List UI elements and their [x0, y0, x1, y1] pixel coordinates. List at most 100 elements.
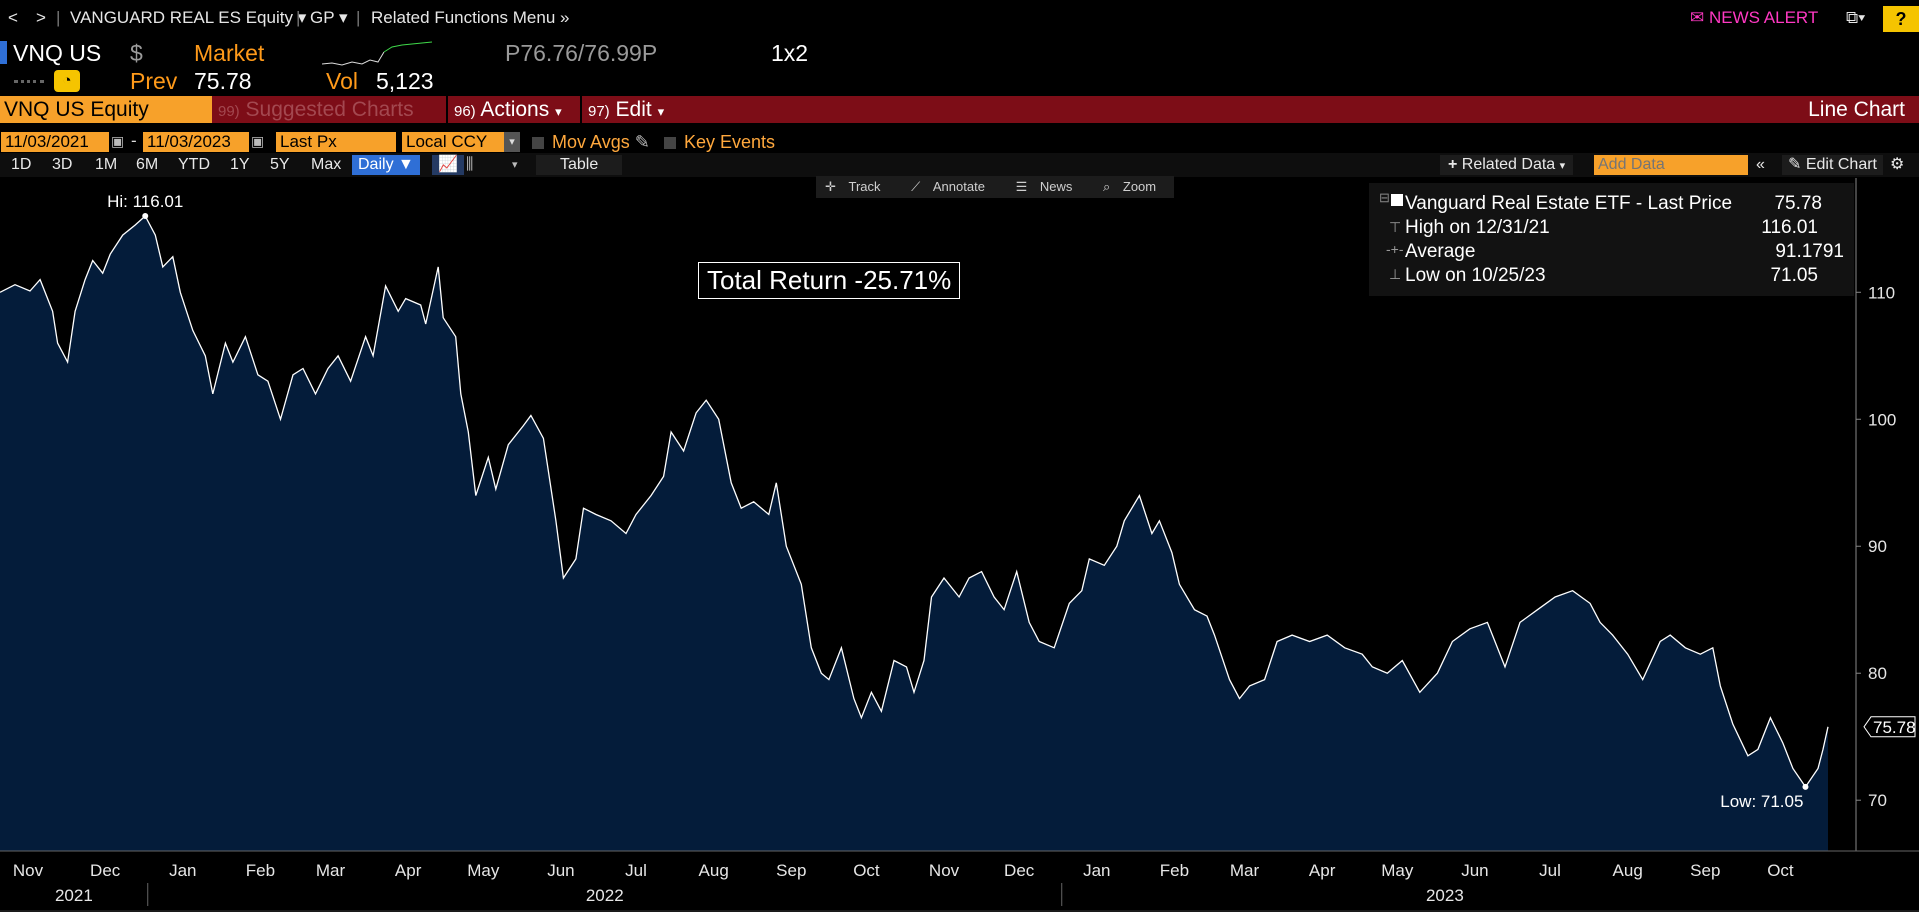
related-data-button[interactable]: + Related Data ▾ [1440, 155, 1574, 175]
actions-button[interactable]: 96) Actions ▾ [446, 96, 568, 123]
bid-ask-quote: P76.76/76.99P [505, 40, 658, 66]
period-1d[interactable]: 1D [11, 156, 32, 173]
high-point [142, 212, 149, 219]
legend-handle-icon: ⊟ [1379, 190, 1390, 205]
news-tool[interactable]: ☰ News [1015, 179, 1073, 194]
price-chart[interactable]: 70 80 90 100 110 75.78 Nov Dec Jan Feb Mar Apr May Ju… [0, 178, 1919, 912]
suggested-charts-button[interactable]: 99) Suggested Charts [218, 98, 414, 121]
x-tick-label: Dec [90, 861, 121, 880]
annotate-tool[interactable]: ⟋ Annotate [911, 179, 985, 194]
legend-swatch [1391, 194, 1403, 206]
line-chart-icon[interactable]: 📈 [432, 155, 464, 175]
sparkline [322, 41, 433, 66]
calendar-icon[interactable]: ▣ [111, 133, 125, 149]
legend-low-label: Low on 10/25/23 [1405, 265, 1546, 286]
prev-label: Prev [130, 68, 178, 94]
x-tick-label: Jan [169, 861, 196, 880]
period-max[interactable]: Max [311, 156, 342, 173]
x-tick-label: Jun [547, 861, 574, 880]
period-ytd[interactable]: YTD [178, 156, 210, 173]
ticker-symbol: VNQ US [13, 40, 102, 66]
command-bar: VNQ US Equity 99) Suggested Charts 96) A… [0, 96, 1919, 123]
price-area-fill [0, 216, 1828, 851]
window-menu-icon[interactable]: ⧉▾ [1846, 8, 1866, 27]
y-tick-label: 100 [1868, 410, 1896, 429]
x-tick-label: Jul [1539, 861, 1561, 880]
related-functions-menu[interactable]: Related Functions Menu » [371, 8, 570, 27]
y-tick-label: 80 [1868, 664, 1887, 683]
average-marker-icon: -+- [1386, 241, 1404, 257]
security-field[interactable]: VNQ US Equity [0, 96, 212, 123]
start-date-field[interactable]: 11/03/2021 [1, 132, 109, 152]
pencil-icon: ✎ [634, 132, 650, 152]
currency-field[interactable]: Local CCY [402, 132, 504, 152]
low-point [1802, 783, 1809, 790]
zoom-tool[interactable]: ⌕ Zoom [1102, 179, 1157, 194]
bottom-scroll-track[interactable] [0, 910, 1919, 912]
gear-icon[interactable]: ⚙ [1890, 156, 1905, 173]
checkbox[interactable] [664, 137, 676, 149]
end-date-field[interactable]: 11/03/2023 [143, 132, 249, 152]
legend-high-label: High on 12/31/21 [1405, 217, 1550, 238]
period-1y[interactable]: 1Y [230, 156, 250, 173]
track-tool[interactable]: ✛ Track [825, 179, 881, 194]
x-year-label: 2023 [1426, 886, 1464, 905]
add-data-input[interactable] [1594, 155, 1748, 175]
period-1m[interactable]: 1M [95, 156, 118, 173]
x-tick-label: Mar [316, 861, 346, 880]
help-button[interactable]: ? [1883, 6, 1919, 32]
x-tick-label: Apr [395, 861, 422, 880]
key-events-toggle[interactable]: Key Events [664, 132, 775, 152]
period-6m[interactable]: 6M [136, 156, 159, 173]
market-label: Market [194, 40, 265, 66]
bar-chart-icon[interactable]: ⫼ [466, 156, 474, 173]
edit-button[interactable]: 97) Edit ▾ [580, 96, 670, 123]
mail-icon: ✉ [1690, 8, 1705, 27]
gauge-icon[interactable]: ◔ [54, 70, 80, 92]
back-button[interactable]: < [8, 8, 18, 27]
x-tick-label: Feb [246, 861, 275, 880]
mov-avgs-toggle[interactable]: Mov Avgs ✎ [532, 132, 650, 152]
forward-button[interactable]: > [36, 8, 46, 27]
chevron-down-icon[interactable]: ▾ [512, 159, 518, 171]
period-3d[interactable]: 3D [52, 156, 73, 173]
x-tick-label: Mar [1230, 861, 1260, 880]
x-year-label: 2022 [586, 886, 624, 905]
x-tick-label: May [467, 861, 500, 880]
chevron-down-icon[interactable]: ▾ [504, 132, 520, 152]
x-tick-label: Nov [13, 861, 44, 880]
function-menu[interactable]: GP ▾ [310, 8, 348, 27]
x-tick-label: Dec [1004, 861, 1035, 880]
checkbox[interactable] [532, 137, 544, 149]
calendar-icon[interactable]: ▣ [251, 133, 265, 149]
collapse-icon[interactable]: « [1756, 156, 1765, 173]
divider: | [296, 8, 301, 27]
last-price-label: 75.78 [1873, 718, 1916, 737]
x-tick-label: Jan [1083, 861, 1110, 880]
high-marker-icon: ⊤ [1389, 219, 1402, 235]
price-line [0, 214, 1829, 789]
legend-title: Vanguard Real Estate ETF - Last Price [1405, 193, 1733, 214]
x-tick-label: Oct [1767, 861, 1794, 880]
x-tick-label: Aug [699, 861, 729, 880]
chart-type-label: Line Chart [1808, 98, 1905, 121]
price-field[interactable]: Last Px [276, 132, 396, 152]
divider: | [56, 8, 61, 27]
security-menu[interactable]: VANGUARD REAL ES Equity ▾ [70, 8, 307, 27]
x-tick-label: Jul [625, 861, 647, 880]
prev-value: 75.78 [194, 68, 252, 94]
period-5y[interactable]: 5Y [270, 156, 290, 173]
news-alert[interactable]: ✉ NEWS ALERT [1690, 8, 1819, 27]
table-button[interactable]: Table [536, 155, 623, 175]
vol-label: Vol [326, 68, 358, 94]
y-tick-label: 90 [1868, 537, 1887, 556]
low-marker-icon: ⊥ [1389, 266, 1402, 282]
chart-tools: ✛ Track ⟋ Annotate ☰ News ⌕ Zoom [816, 176, 1175, 198]
legend-low-value: 71.05 [1770, 265, 1818, 286]
ticker-marker [0, 41, 7, 64]
legend-last-value: 75.78 [1774, 193, 1822, 214]
vol-value: 5,123 [376, 68, 434, 94]
low-annotation: Low: 71.05 [1720, 792, 1803, 811]
frequency-dropdown[interactable]: Daily ▼ [352, 155, 420, 175]
edit-chart-button[interactable]: ✎ Edit Chart [1782, 155, 1883, 175]
